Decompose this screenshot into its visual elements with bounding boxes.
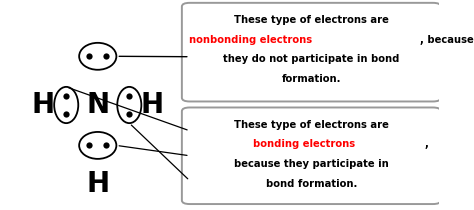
FancyBboxPatch shape (182, 108, 441, 204)
Text: bond formation.: bond formation. (265, 178, 357, 189)
Text: H: H (31, 91, 55, 119)
Text: because they participate in: because they participate in (234, 159, 389, 169)
Text: ,: , (425, 139, 428, 149)
Text: H: H (86, 170, 109, 198)
Text: formation.: formation. (282, 74, 341, 84)
Text: bonding electrons: bonding electrons (254, 139, 356, 149)
Text: nonbonding electrons: nonbonding electrons (189, 34, 312, 45)
Text: H: H (141, 91, 164, 119)
Text: These type of electrons are: These type of electrons are (234, 119, 389, 130)
Text: they do not participate in bond: they do not participate in bond (223, 54, 400, 64)
Text: N: N (86, 91, 109, 119)
Text: These type of electrons are: These type of electrons are (234, 15, 389, 25)
Text: , because: , because (420, 34, 474, 45)
FancyBboxPatch shape (182, 3, 441, 101)
